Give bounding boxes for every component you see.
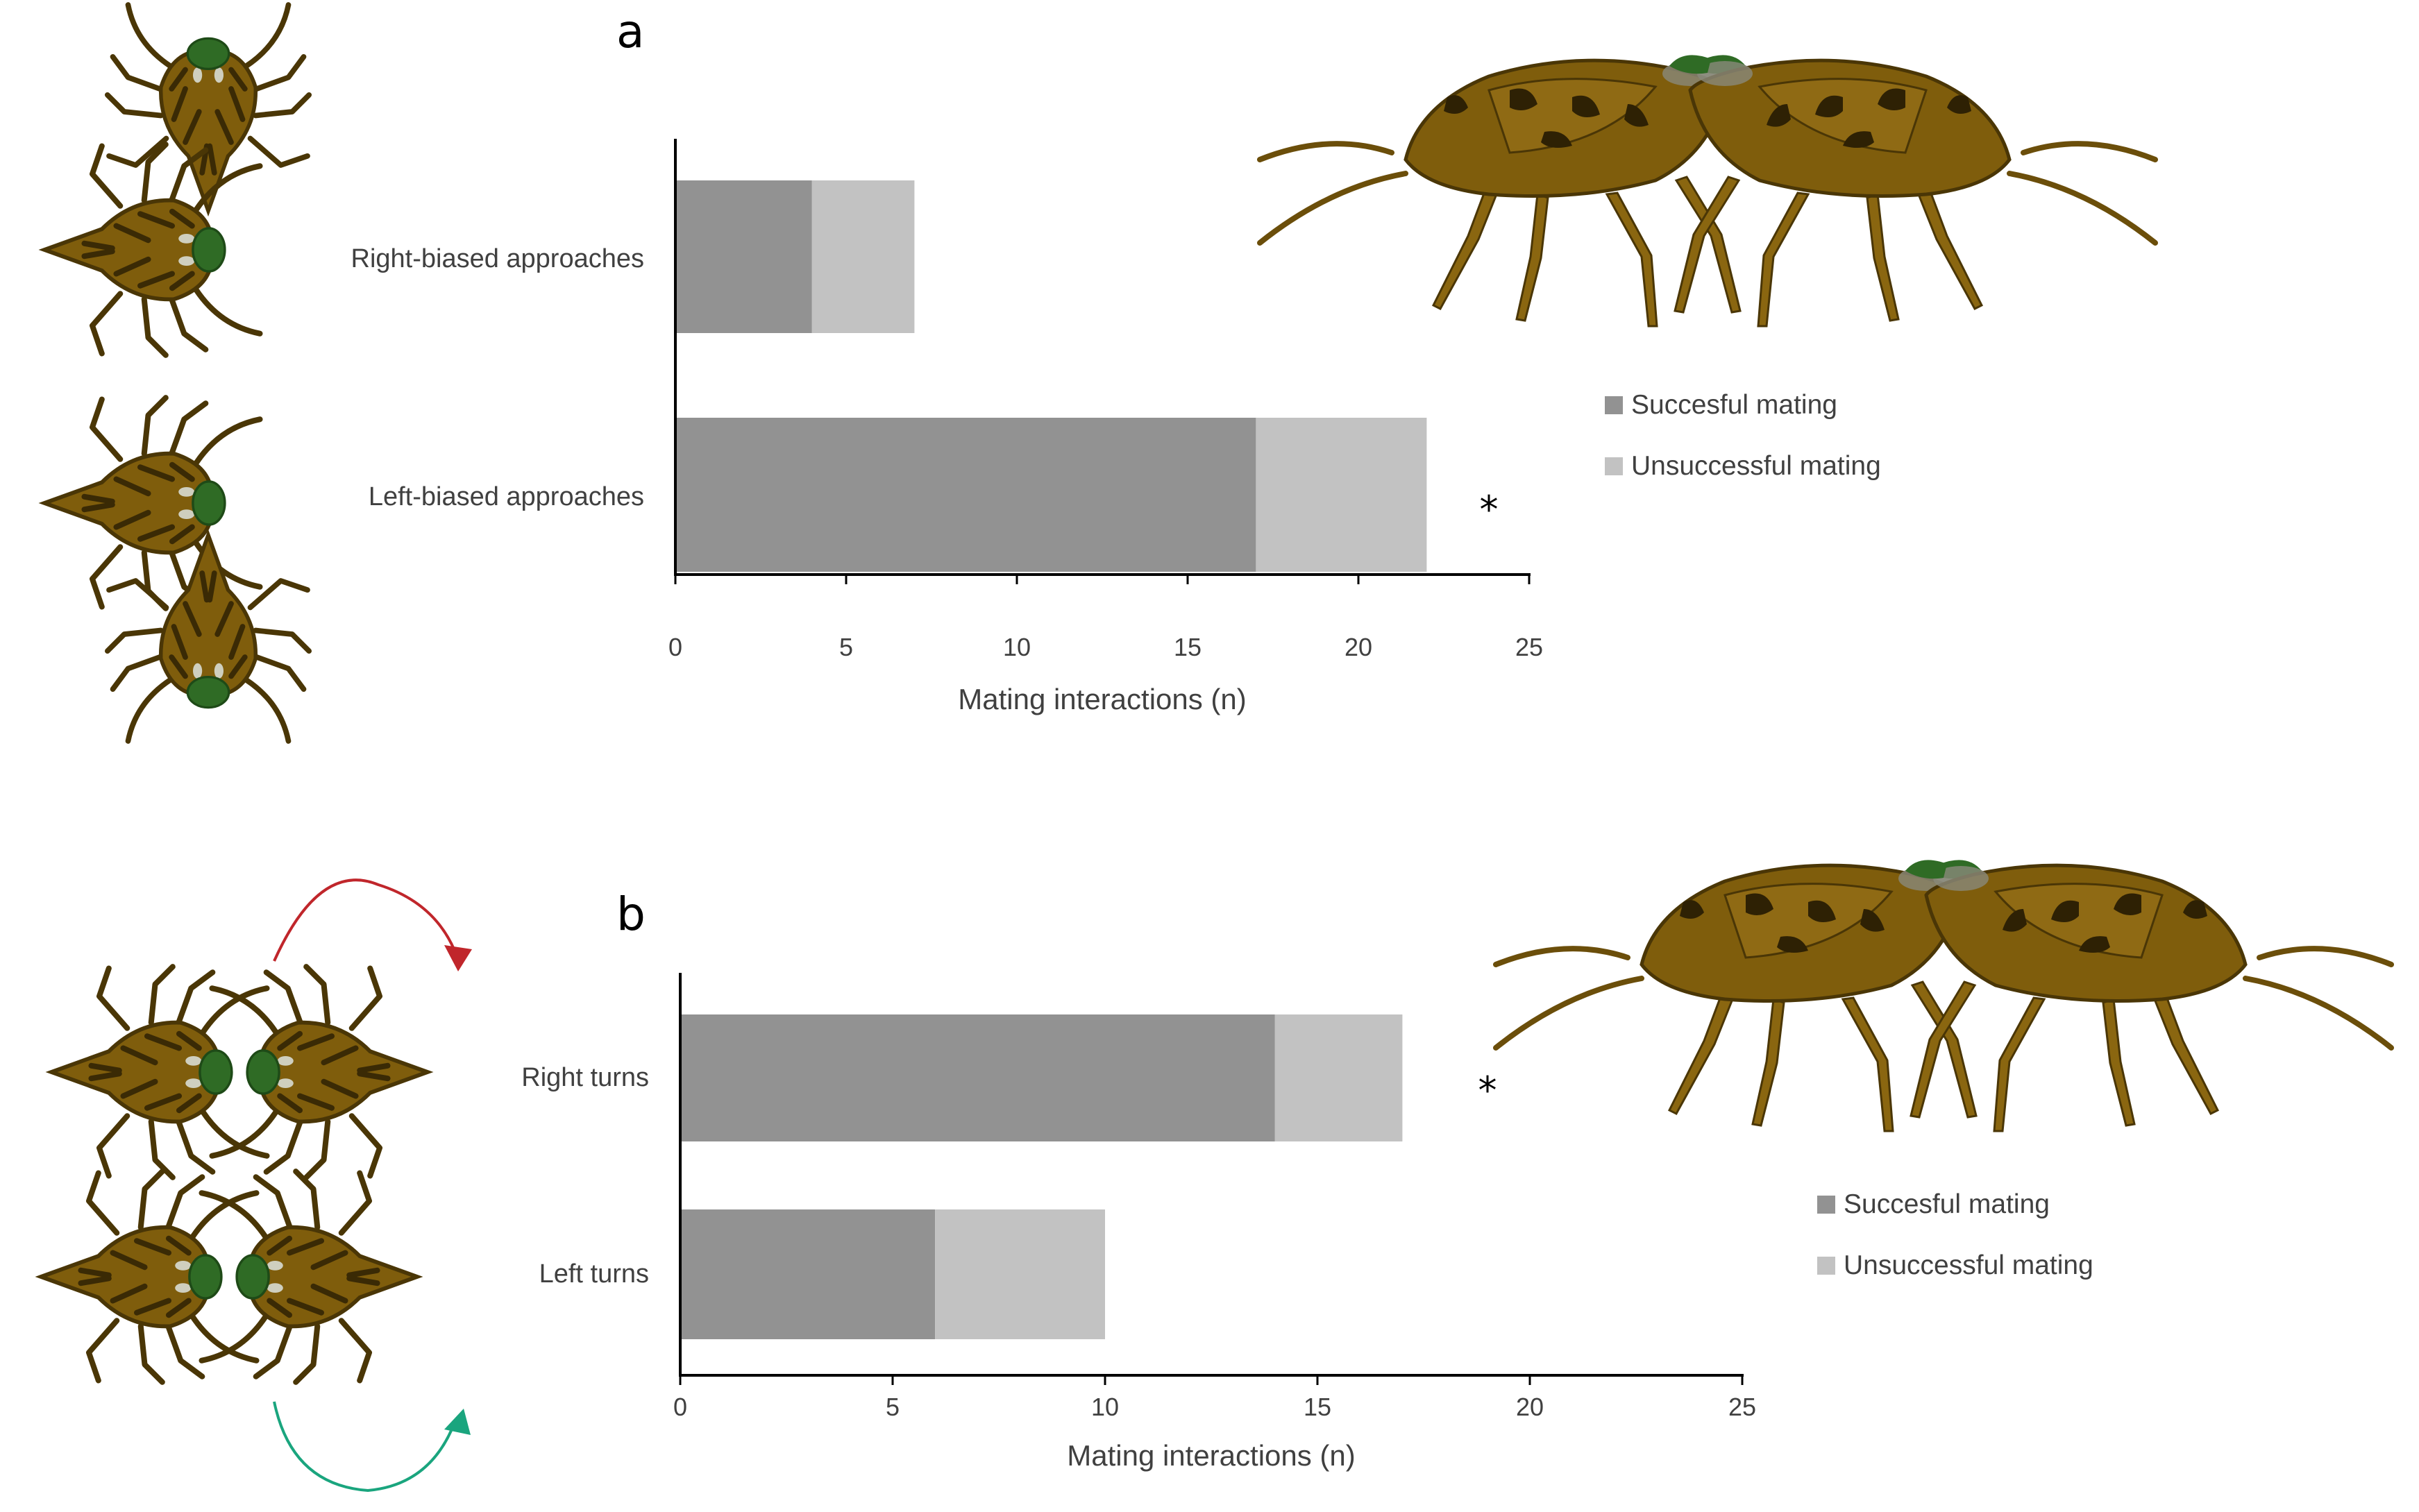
panel-a: a Right-biased approaches Left-biased app… <box>44 5 2155 741</box>
significance-marker: * <box>1478 1069 1497 1112</box>
panel-b-label: b <box>616 887 646 941</box>
bug-top-view-icon <box>44 144 260 355</box>
x-tick-label: 5 <box>839 633 853 661</box>
legend-swatch <box>1817 1196 1835 1214</box>
bug-top-view-icon <box>108 535 309 741</box>
bar-segment-unsuccessful-0 <box>811 180 915 333</box>
x-axis-title: Mating interactions (n) <box>958 683 1247 715</box>
category-label: Right turns <box>521 1063 649 1092</box>
legend-label: Succesful mating <box>1844 1189 2050 1219</box>
bug-top-view-icon <box>51 967 428 1178</box>
bug-top-view-icon <box>108 5 309 211</box>
x-tick-label: 0 <box>673 1393 687 1421</box>
bar-segment-unsuccessful-1 <box>935 1209 1105 1339</box>
category-label: Left turns <box>539 1259 649 1289</box>
legend-label: Succesful mating <box>1631 390 1837 420</box>
bar-segment-successful-1 <box>675 418 1256 572</box>
x-tick-label: 25 <box>1728 1393 1756 1421</box>
curved-arrow-icon <box>273 1401 471 1493</box>
chart-b: Right turns * Left turns 0 5 10 15 20 25 Mating i… <box>521 973 2093 1472</box>
bug-top-view-icon <box>41 1171 417 1382</box>
x-tick-label: 20 <box>1516 1393 1544 1421</box>
legend-swatch <box>1817 1257 1835 1275</box>
legend-swatch <box>1605 457 1623 475</box>
legend-label: Unsuccessful mating <box>1631 451 1881 481</box>
bar-segment-unsuccessful-0 <box>1274 1014 1403 1141</box>
x-tick-label: 10 <box>1003 633 1031 661</box>
x-axis-title: Mating interactions (n) <box>1067 1439 1356 1472</box>
x-tick-label: 15 <box>1304 1393 1331 1421</box>
category-label: Left-biased approaches <box>369 482 644 511</box>
mating-bugs-side-view-icon <box>1496 860 2391 1131</box>
bar-segment-successful-1 <box>680 1209 936 1339</box>
x-tick-label: 15 <box>1174 633 1202 661</box>
legend-label: Unsuccessful mating <box>1844 1250 2093 1280</box>
bar-segment-successful-0 <box>680 1014 1275 1141</box>
chart-a: Right-biased approaches Left-biased appro… <box>351 139 1881 715</box>
panel-a-label: a <box>616 5 644 58</box>
x-tick-label: 25 <box>1515 633 1543 661</box>
x-tick-label: 5 <box>886 1393 900 1421</box>
bar-segment-unsuccessful-1 <box>1256 418 1427 572</box>
curved-arrow-icon <box>273 878 472 971</box>
x-tick-label: 0 <box>668 633 682 661</box>
significance-marker: * <box>1480 488 1499 532</box>
bug-top-view-icon <box>44 398 260 609</box>
legend-swatch <box>1605 396 1623 414</box>
x-tick-label: 10 <box>1091 1393 1119 1421</box>
panel-b: b Right turns * Left turns 0 5 10 15 20 25 Mating… <box>41 860 2391 1493</box>
x-tick-label: 20 <box>1345 633 1372 661</box>
bar-segment-successful-0 <box>675 180 812 333</box>
category-label: Right-biased approaches <box>351 244 645 273</box>
mating-bugs-side-view-icon <box>1260 55 2155 326</box>
